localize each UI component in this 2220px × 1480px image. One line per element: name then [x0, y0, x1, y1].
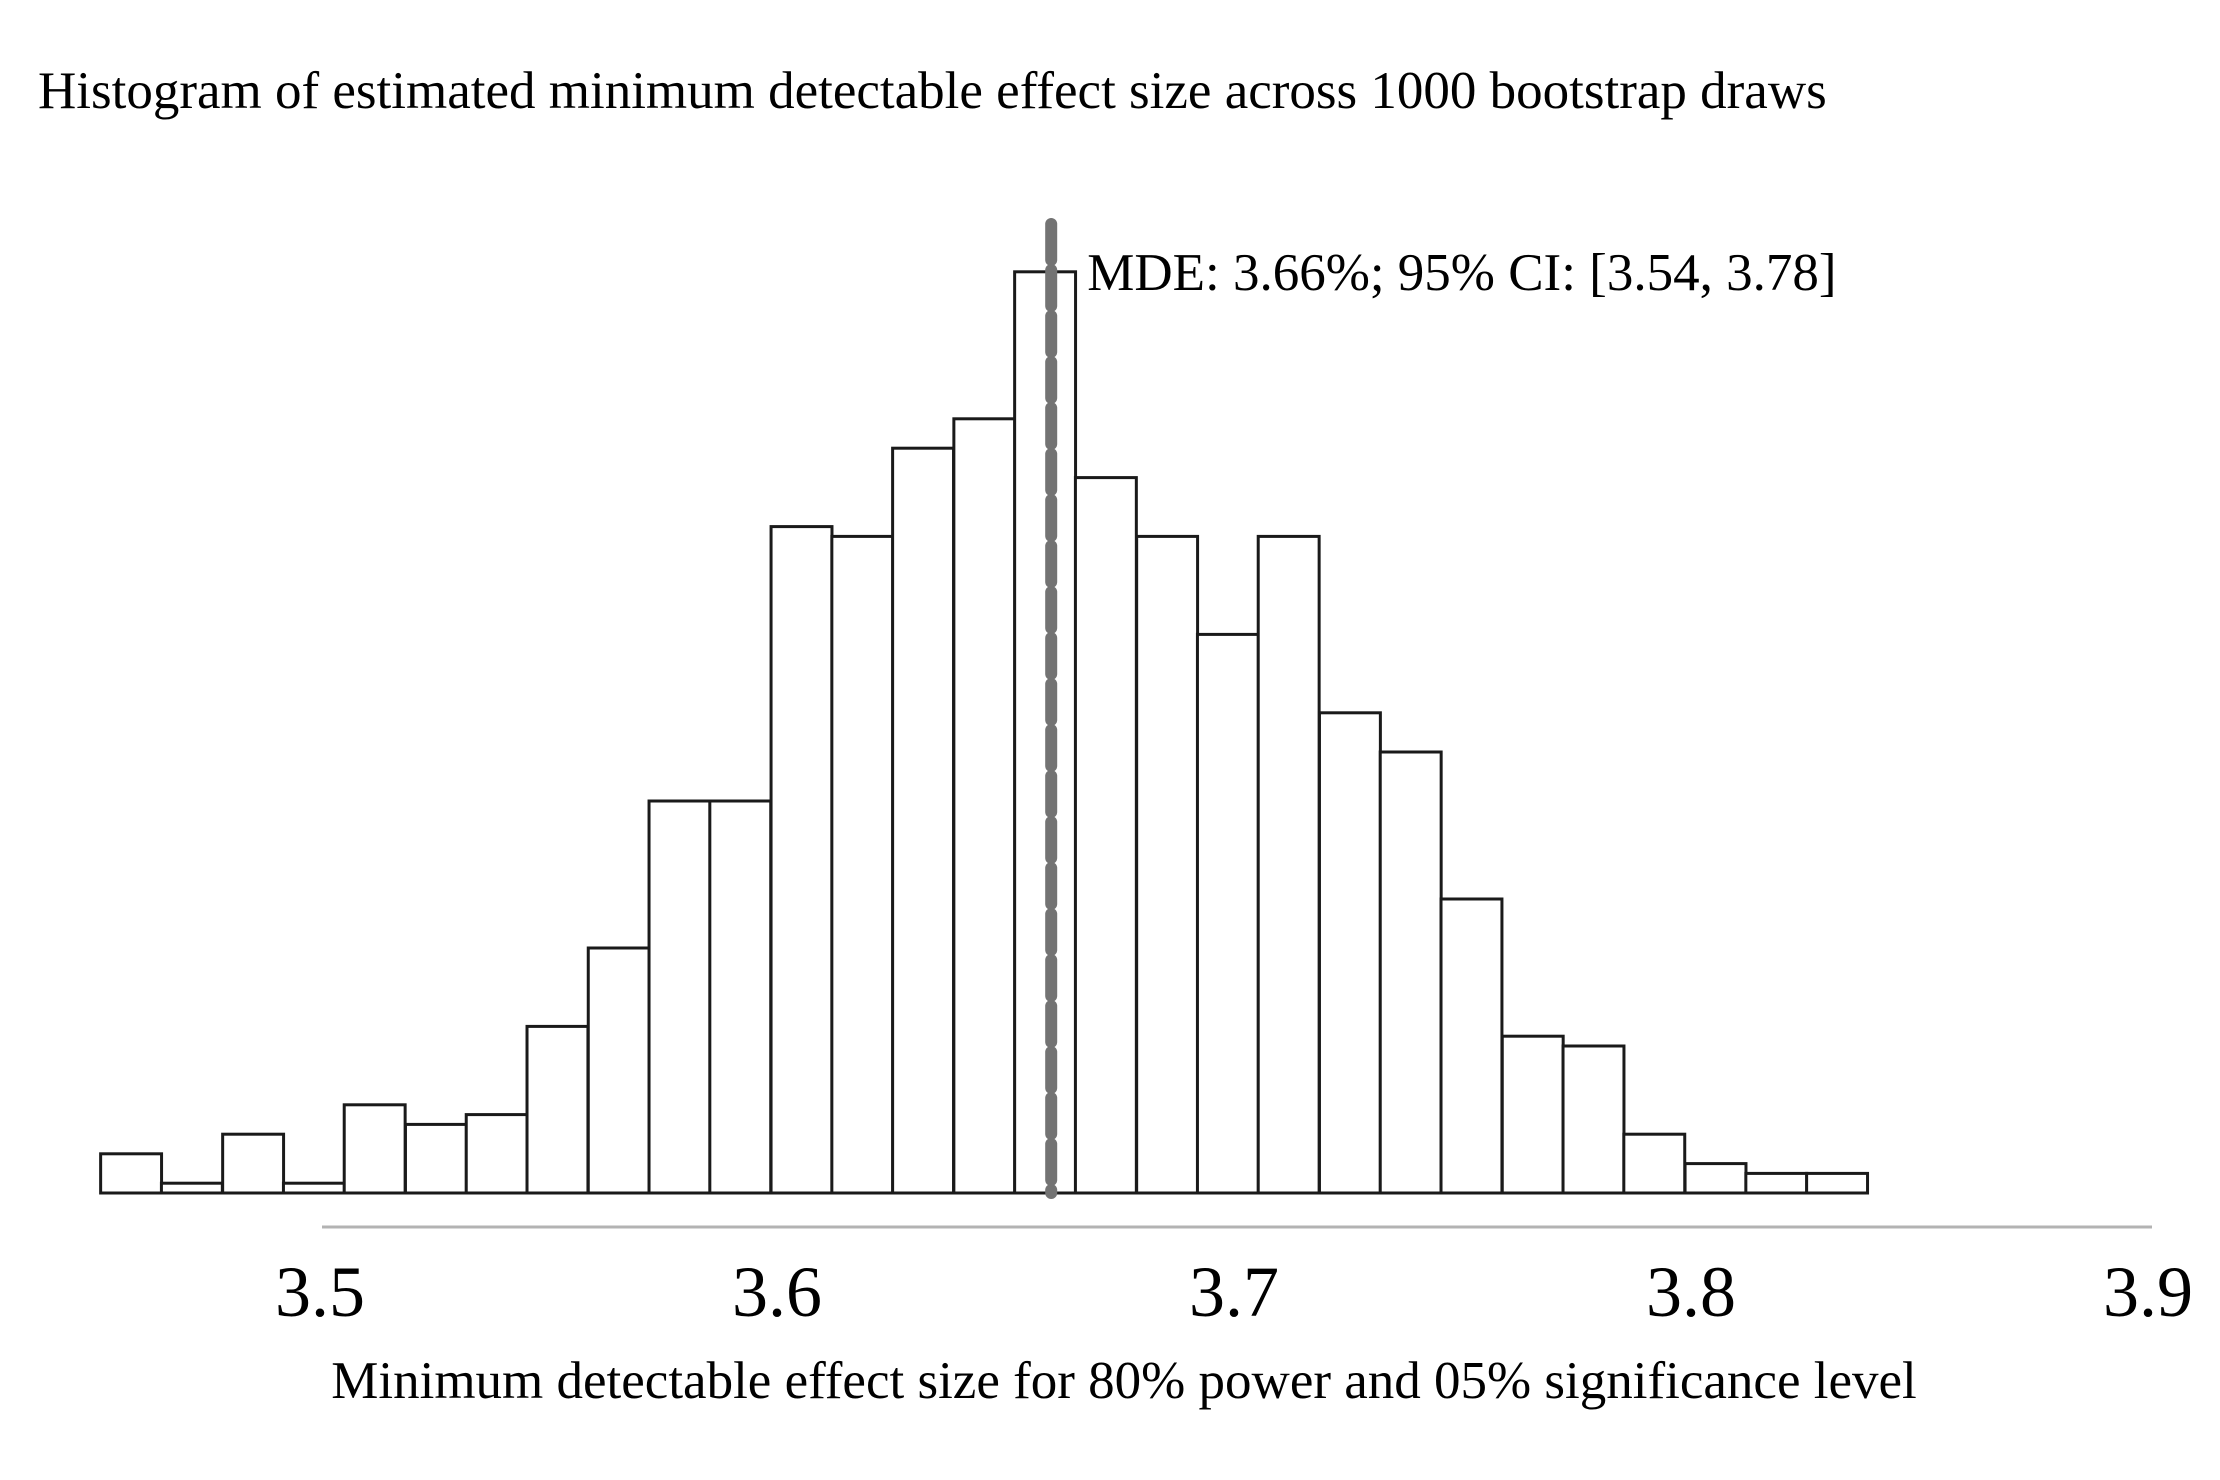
histogram-bar [952, 417, 1017, 1195]
histogram-bar [586, 946, 651, 1195]
histogram-bar [159, 1181, 224, 1195]
mde-annotation: MDE: 3.66%; 95% CI: [3.54, 3.78] [1087, 244, 1836, 302]
histogram-bar [769, 525, 834, 1195]
histogram-bar [1195, 632, 1260, 1195]
x-tick-label: 3.9 [2103, 1252, 2193, 1332]
x-tick-label: 3.6 [732, 1252, 822, 1332]
histogram-bar [342, 1103, 407, 1195]
histogram-bar [1622, 1132, 1687, 1195]
histogram-bar [525, 1024, 590, 1195]
histogram-bar [1561, 1044, 1626, 1195]
histogram-bar [1013, 270, 1078, 1195]
histogram-bar [1500, 1034, 1565, 1195]
histogram-bar [1378, 750, 1443, 1195]
histogram-bar [1744, 1171, 1809, 1195]
histogram-bar [1073, 476, 1138, 1195]
histogram-bar [891, 446, 956, 1195]
x-axis-label: Minimum detectable effect size for 80% p… [331, 1352, 1916, 1410]
histogram-bar [281, 1181, 346, 1195]
x-tick-label: 3.7 [1189, 1252, 1279, 1332]
histogram-bars [99, 270, 1870, 1195]
histogram-bar [99, 1152, 164, 1195]
histogram-bar [1317, 711, 1382, 1195]
histogram-bar [1439, 897, 1504, 1195]
histogram-bar [1135, 534, 1200, 1195]
histogram-bar [647, 799, 712, 1195]
histogram-bar [403, 1122, 468, 1195]
x-tick-label: 3.8 [1646, 1252, 1736, 1332]
histogram-bar [1805, 1171, 1870, 1195]
histogram-bar [221, 1132, 286, 1195]
x-axis-ticks: 3.5 3.6 3.7 3.8 3.9 [275, 1252, 2193, 1332]
histogram-bar [708, 799, 773, 1195]
histogram-bar [1256, 534, 1321, 1195]
histogram-bar [830, 534, 895, 1195]
histogram-bar [1683, 1162, 1748, 1195]
x-tick-label: 3.5 [275, 1252, 365, 1332]
chart-title: Histogram of estimated minimum detectabl… [38, 62, 1827, 120]
histogram-bar [464, 1113, 529, 1195]
